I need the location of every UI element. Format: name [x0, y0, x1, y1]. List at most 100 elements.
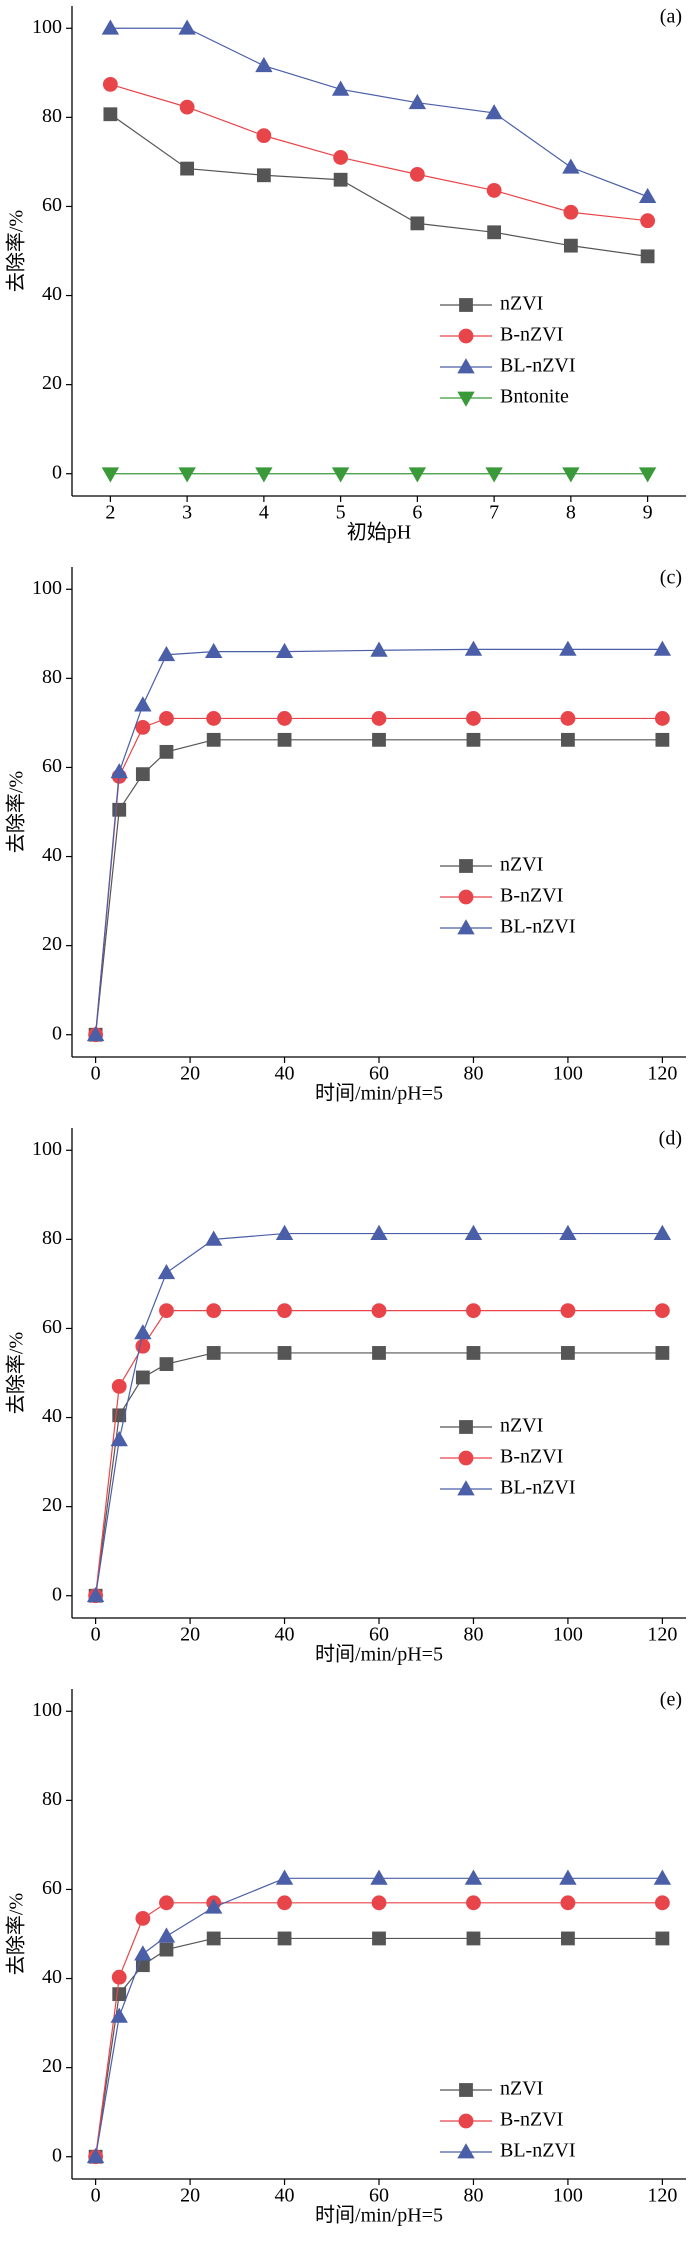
data-point: [559, 1224, 577, 1240]
data-point: [640, 249, 655, 264]
series-line: [95, 1902, 663, 2157]
data-point: [179, 99, 195, 115]
data-point: [111, 1378, 127, 1394]
y-tick-label: 60: [42, 1877, 62, 1899]
y-axis-label: 去除率/%: [5, 210, 28, 292]
data-point: [653, 640, 672, 656]
panel-label: (e): [660, 1689, 682, 1711]
data-point: [466, 1346, 481, 1360]
data-point: [638, 187, 657, 204]
series-line: [95, 1877, 663, 2157]
x-tick-label: 40: [275, 1063, 295, 1085]
x-tick-label: 120: [647, 2185, 677, 2207]
data-point: [255, 467, 273, 483]
data-point: [563, 238, 578, 253]
data-point: [135, 1911, 151, 1926]
x-tick-label: 100: [553, 2185, 583, 2207]
data-point: [135, 1338, 151, 1354]
x-tick-label: 100: [553, 1063, 583, 1085]
x-axis-label: 时间/min/pH=5: [315, 2204, 443, 2227]
data-point: [466, 1303, 481, 1319]
legend-label: B-nZVI: [500, 1446, 563, 1468]
data-point: [134, 1945, 152, 1961]
data-point: [563, 204, 579, 220]
data-point: [102, 77, 118, 92]
legend-marker: [459, 859, 473, 873]
data-point: [653, 1869, 672, 1885]
data-point: [180, 161, 195, 176]
data-point: [277, 1303, 292, 1319]
x-axis-label: 时间/min/pH=5: [315, 1082, 443, 1105]
y-tick-label: 0: [52, 461, 62, 483]
series-line: [95, 739, 663, 1035]
y-tick-label: 0: [52, 1583, 62, 1605]
data-point: [408, 467, 427, 483]
series-line: [95, 1232, 663, 1596]
y-axis-label: 去除率/%: [5, 771, 28, 853]
data-point: [485, 467, 503, 483]
data-point: [562, 158, 580, 174]
legend-label: BL-nZVI: [500, 916, 576, 938]
data-point: [371, 1303, 387, 1319]
data-point: [206, 711, 222, 726]
legend-label: B-nZVI: [500, 2109, 563, 2131]
x-tick-label: 2: [105, 502, 115, 524]
legend-label: BL-nZVI: [500, 355, 576, 377]
y-tick-label: 40: [42, 844, 62, 866]
data-point: [561, 732, 575, 747]
panel-label: (a): [660, 6, 682, 28]
data-point: [560, 711, 576, 726]
data-point: [372, 1346, 386, 1360]
data-point: [275, 642, 294, 659]
data-point: [178, 19, 196, 35]
x-tick-label: 60: [369, 1063, 389, 1085]
data-point: [372, 732, 386, 747]
data-point: [110, 763, 128, 779]
x-tick-label: 8: [566, 502, 576, 524]
data-point: [157, 645, 176, 662]
data-point: [86, 1025, 105, 1042]
data-point: [561, 1346, 575, 1360]
x-axis-label: 初始pH: [347, 521, 411, 544]
data-point: [409, 166, 425, 182]
legend-label: nZVI: [500, 1415, 543, 1437]
data-point: [110, 2007, 128, 2023]
legend-label: nZVI: [500, 854, 543, 876]
legend-marker: [459, 1420, 473, 1434]
y-tick-label: 20: [42, 933, 62, 955]
data-point: [256, 128, 272, 144]
x-tick-label: 9: [643, 502, 653, 524]
y-axis-label: 去除率/%: [5, 1893, 28, 1975]
data-point: [464, 1869, 483, 1885]
data-point: [86, 1586, 105, 1603]
y-tick-label: 40: [42, 1966, 62, 1988]
x-tick-label: 6: [412, 502, 422, 524]
panel-label: (d): [659, 1128, 682, 1150]
data-point: [159, 1303, 174, 1319]
series-line: [95, 1937, 663, 2157]
legend-label: B-nZVI: [500, 324, 563, 346]
data-point: [111, 1969, 127, 1985]
y-tick-label: 100: [32, 1138, 62, 1160]
data-point: [256, 168, 271, 183]
data-point: [275, 1224, 294, 1240]
legend-label: nZVI: [500, 2078, 543, 2100]
data-point: [205, 642, 223, 659]
y-tick-label: 60: [42, 1316, 62, 1338]
x-tick-label: 80: [463, 1624, 483, 1646]
data-point: [135, 1370, 150, 1385]
data-point: [331, 80, 350, 96]
data-point: [159, 1942, 174, 1957]
data-point: [101, 19, 120, 35]
y-tick-label: 20: [42, 2055, 62, 2077]
data-point: [206, 732, 221, 747]
data-point: [487, 225, 502, 240]
series-line: [95, 1352, 663, 1596]
x-tick-label: 5: [336, 502, 346, 524]
data-point: [559, 640, 577, 656]
x-tick-label: 80: [463, 1063, 483, 1085]
data-point: [464, 1224, 483, 1240]
series-line: [95, 1310, 663, 1596]
data-point: [464, 640, 483, 656]
legend-marker: [457, 1480, 475, 1496]
